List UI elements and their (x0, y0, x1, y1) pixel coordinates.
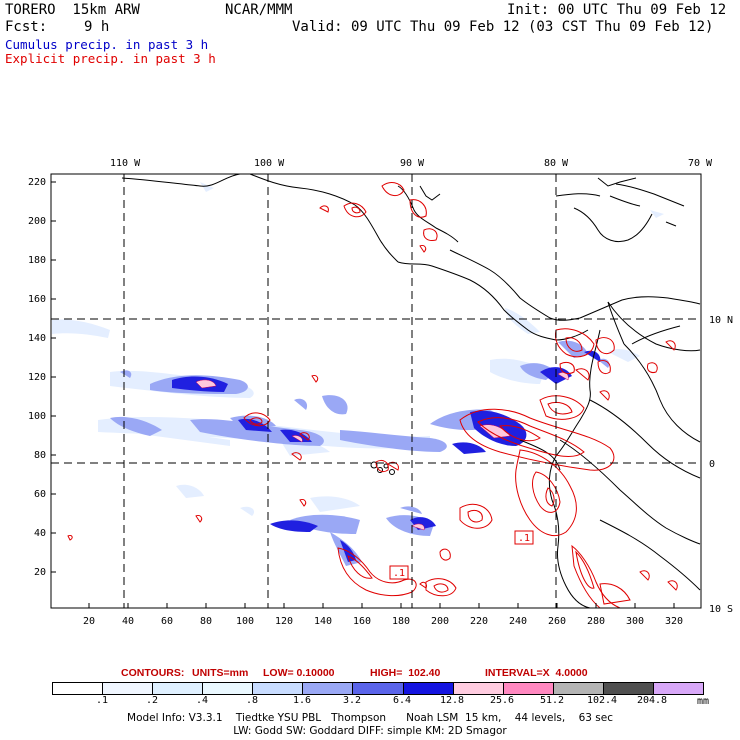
y-tick-label: 20 (34, 567, 46, 578)
lat-lon-grid (51, 174, 701, 608)
colorbar-swatch (353, 683, 404, 694)
colorbar-swatch (153, 683, 204, 694)
colorbar-swatch (603, 683, 654, 694)
colorbar-labels: .1 .2 .4 .8 1.6 3.2 6.4 12.8 25.6 51.2 102.4 204.8 (52, 695, 702, 707)
y-tick-label: 140 (28, 333, 46, 344)
colorbar-label: 51.2 (539, 695, 565, 706)
x-tick-label: 200 (431, 616, 449, 627)
x-tick-label: 40 (122, 616, 134, 627)
contour-label-2: .1 (518, 533, 530, 544)
contour-label-1: .1 (393, 568, 405, 579)
y-axis-labels: 220 200 180 160 140 120 100 80 60 40 20 (28, 177, 46, 578)
contours-interval: INTERVAL=X 4.0000 (485, 667, 588, 679)
x-axis-labels: 20 40 60 80 100 120 140 160 180 200 220 … (83, 616, 683, 627)
y-tick-label: 40 (34, 528, 46, 539)
explicit-legend: Explicit precip. in past 3 h (5, 51, 216, 66)
y-tick-label: 80 (34, 450, 46, 461)
colorbar-swatch (403, 683, 454, 694)
colorbar-swatch (53, 683, 104, 694)
x-tick-label: 240 (509, 616, 527, 627)
contour-label-boxes: .1 .1 (389, 530, 534, 580)
colorbar-swatch (303, 683, 354, 694)
colorbar-label: 204.8 (636, 695, 668, 706)
y-tick-label: 60 (34, 489, 46, 500)
y-tick-label: 120 (28, 372, 46, 383)
galapagos-islands (370, 461, 395, 475)
model-info-line2: LW: Godd SW: Goddard DIFF: simple KM: 2D… (233, 725, 507, 737)
colorbar-label: 102.4 (586, 695, 618, 706)
colorbar-label: .8 (245, 695, 259, 706)
colorbar-label: .4 (195, 695, 209, 706)
y-tick-label: 220 (28, 177, 46, 188)
colorbar-swatch (503, 683, 554, 694)
colorbar-label: 1.6 (292, 695, 312, 706)
colorbar-label: .1 (95, 695, 109, 706)
lon-label-110w: 110 W (110, 158, 141, 169)
x-tick-label: 300 (626, 616, 644, 627)
colorbar-swatch (653, 683, 704, 694)
lat-label-10n: 10 N (709, 315, 733, 326)
model-info-line1: Model Info: V3.3.1 Tiedtke YSU PBL Thomp… (127, 712, 613, 724)
contours-high: HIGH= 102.40 (370, 667, 441, 679)
colorbar-unit: mm (697, 696, 710, 707)
contours-low: LOW= 0.10000 (263, 667, 335, 679)
x-tick-label: 120 (275, 616, 293, 627)
lon-label-80w: 80 W (544, 158, 569, 169)
y-tick-label: 160 (28, 294, 46, 305)
colorbar-label: 12.8 (439, 695, 465, 706)
colorbar-swatch (453, 683, 504, 694)
x-tick-label: 60 (161, 616, 173, 627)
contours-units: UNITS=mm (192, 667, 249, 679)
x-tick-label: 80 (200, 616, 212, 627)
contours-title: CONTOURS: (121, 667, 185, 679)
model-title: TORERO 15km ARW (5, 2, 140, 18)
x-tick-label: 160 (353, 616, 371, 627)
x-tick-label: 280 (587, 616, 605, 627)
x-tick-label: 260 (548, 616, 566, 627)
coastlines (121, 174, 701, 608)
y-tick-label: 180 (28, 255, 46, 266)
lat-label-10s: 10 S (709, 604, 733, 615)
x-tick-label: 320 (665, 616, 683, 627)
axis-ticks (51, 181, 675, 608)
organization-label: NCAR/MMM (225, 2, 293, 18)
explicit-precip-contours (67, 182, 678, 608)
lon-label-100w: 100 W (254, 158, 285, 169)
precipitation-map: .1 .1 110 W 100 W 90 W 80 W 70 W 10 N 0 … (28, 158, 733, 627)
colorbar-swatch (103, 683, 154, 694)
x-tick-label: 140 (314, 616, 332, 627)
lat-label-0: 0 (709, 459, 715, 470)
colorbar-swatch (553, 683, 604, 694)
init-time: Init: 00 UTC Thu 09 Feb 12 (507, 2, 727, 18)
colorbar-label: .2 (145, 695, 159, 706)
x-tick-label: 180 (392, 616, 410, 627)
colorbar-label: 6.4 (392, 695, 412, 706)
colorbar-swatch (253, 683, 304, 694)
colorbar-label: 3.2 (342, 695, 362, 706)
y-tick-label: 200 (28, 216, 46, 227)
x-tick-label: 100 (236, 616, 254, 627)
lon-label-90w: 90 W (400, 158, 425, 169)
precip-colorbar (52, 682, 704, 695)
colorbar-swatch (203, 683, 254, 694)
forecast-hour: 9 h (84, 19, 110, 35)
x-tick-label: 220 (470, 616, 488, 627)
lon-label-70w: 70 W (688, 158, 713, 169)
precip-pink-cores (195, 372, 569, 531)
y-tick-label: 100 (28, 411, 46, 422)
colorbar-label: 25.6 (489, 695, 515, 706)
forecast-label: Fcst: (5, 19, 48, 35)
valid-time: Valid: 09 UTC Thu 09 Feb 12 (03 CST Thu … (292, 19, 714, 35)
map-frame (50, 173, 702, 609)
cumulus-legend: Cumulus precip. in past 3 h (5, 37, 209, 52)
x-tick-label: 20 (83, 616, 95, 627)
